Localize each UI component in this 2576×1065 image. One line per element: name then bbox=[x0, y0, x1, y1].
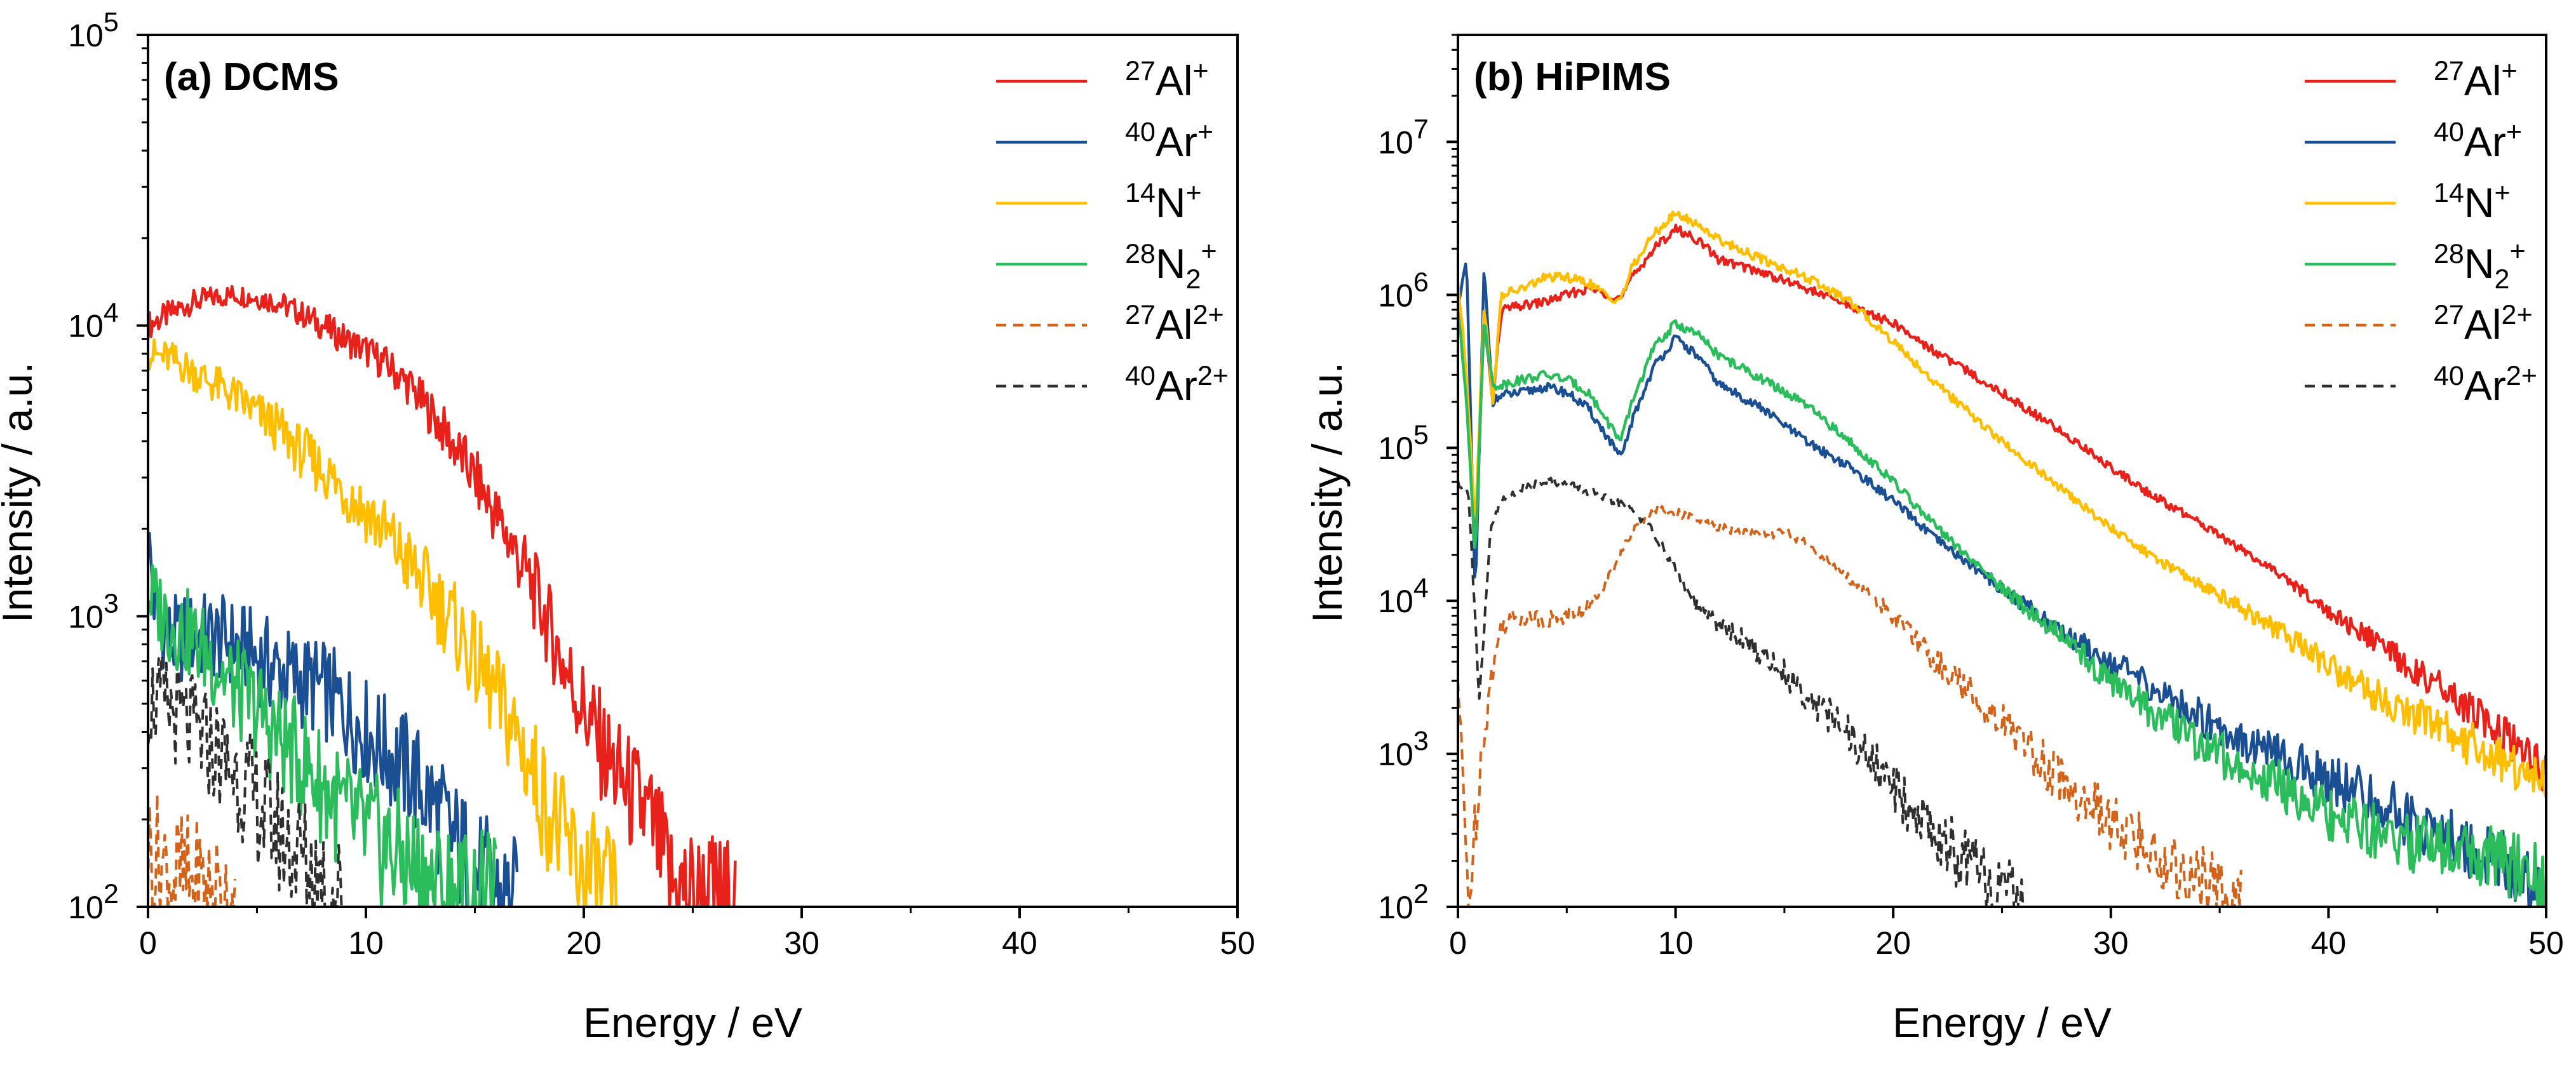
y-tick-label: 104 bbox=[1378, 573, 1429, 619]
series-line-40ar2 bbox=[1458, 475, 2025, 907]
series-line-28n2 bbox=[148, 564, 497, 907]
legend-entry: 27Al+ bbox=[2434, 56, 2518, 104]
x-tick-label: 20 bbox=[1875, 925, 1911, 961]
legend-entry: 27Al+ bbox=[1125, 56, 1209, 104]
legend: 27Al+ 40Ar+ 14N+ 28N2+ 27Al2+ 40Ar2+ bbox=[996, 56, 1229, 409]
x-tick-label: 30 bbox=[2093, 925, 2129, 961]
series-line-27al bbox=[1458, 224, 2546, 792]
x-axis-label: Energy / eV bbox=[1892, 999, 2112, 1046]
legend-entry: 14N+ bbox=[1125, 178, 1202, 226]
x-tick-label: 0 bbox=[139, 925, 157, 961]
series-group bbox=[148, 285, 737, 907]
panel-title: (a) DCMS bbox=[164, 55, 339, 99]
legend-entry: 27Al2+ bbox=[2434, 300, 2533, 348]
series-group bbox=[1458, 210, 2546, 907]
plot-frame bbox=[1457, 34, 2547, 908]
series-line-14n bbox=[1458, 210, 2546, 798]
legend-entry: 40Ar+ bbox=[2434, 117, 2522, 165]
y-tick-label: 104 bbox=[68, 298, 119, 344]
series-line-40ar2 bbox=[148, 653, 343, 907]
y-tick-label: 102 bbox=[68, 879, 119, 925]
y-tick-label: 105 bbox=[1378, 420, 1429, 466]
legend-entry: 27Al2+ bbox=[1125, 300, 1224, 348]
chart-panel-b: 0 10 20 30 40 50 102 103 104 105 106 107 Energy / eV… bbox=[1304, 34, 2564, 1046]
series-line-27al bbox=[148, 285, 737, 907]
legend: 27Al+ 40Ar+ 14N+ 28N2+ 27Al2+ 40Ar2+ bbox=[2305, 56, 2537, 409]
y-tick-label: 107 bbox=[1378, 114, 1429, 160]
x-tick-label: 40 bbox=[1002, 925, 1037, 961]
y-tick-label: 102 bbox=[1378, 879, 1429, 925]
x-tick-label: 20 bbox=[566, 925, 602, 961]
panel-title: (b) HiPIMS bbox=[1474, 55, 1671, 99]
series-line-28n2 bbox=[1458, 311, 2546, 907]
legend-entry: 14N+ bbox=[2434, 178, 2511, 226]
y-axis-label: Intensity / a.u. bbox=[1304, 362, 1351, 623]
x-tick-label: 50 bbox=[2528, 925, 2564, 961]
y-tick-label: 103 bbox=[1378, 726, 1429, 772]
chart-panel-a: 0 10 20 30 40 50 102 103 104 105 Energy / eV Intens… bbox=[0, 7, 1255, 1046]
legend-entry: 40Ar2+ bbox=[1125, 361, 1229, 409]
y-tick-label: 103 bbox=[68, 588, 119, 634]
legend-entry: 28N2+ bbox=[2434, 236, 2526, 295]
series-line-40ar bbox=[148, 532, 519, 907]
legend-entry: 40Ar+ bbox=[1125, 117, 1213, 165]
x-axis-label: Energy / eV bbox=[583, 999, 802, 1046]
y-axis-label: Intensity / a.u. bbox=[0, 362, 41, 623]
x-tick-label: 50 bbox=[1220, 925, 1255, 961]
x-tick-label: 0 bbox=[1449, 925, 1467, 961]
legend-entry: 40Ar2+ bbox=[2434, 361, 2537, 409]
x-tick-label: 10 bbox=[1658, 925, 1694, 961]
y-tick-label: 106 bbox=[1378, 267, 1429, 313]
x-tick-label: 40 bbox=[2311, 925, 2347, 961]
series-line-27al2 bbox=[148, 793, 236, 907]
x-tick-label: 30 bbox=[784, 925, 819, 961]
x-tick-label: 10 bbox=[348, 925, 384, 961]
series-line-27al2 bbox=[1458, 504, 2242, 907]
series-line-14n bbox=[148, 338, 618, 907]
y-tick-label: 105 bbox=[68, 7, 119, 53]
legend-entry: 28N2+ bbox=[1125, 236, 1217, 295]
